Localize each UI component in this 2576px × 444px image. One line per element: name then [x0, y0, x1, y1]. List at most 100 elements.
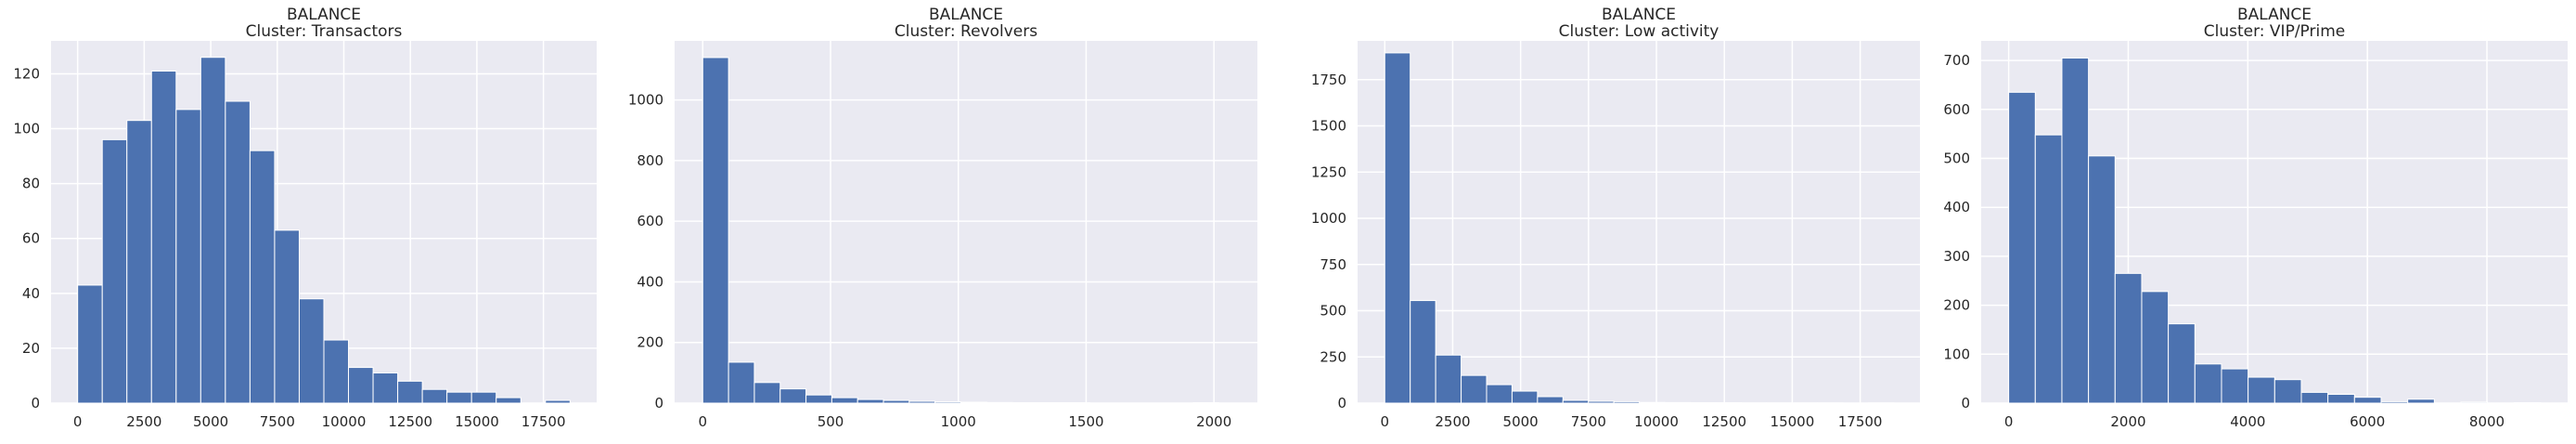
x-tick-label: 7500	[1571, 413, 1606, 430]
histogram-bar	[1512, 391, 1537, 403]
x-tick-label: 0	[1381, 413, 1390, 430]
histogram-bar	[250, 150, 275, 403]
histogram-bar	[546, 400, 571, 403]
histogram-bar	[909, 401, 935, 403]
histogram-bar	[200, 58, 225, 403]
x-tick-label: 500	[818, 413, 844, 430]
x-tick-label: 0	[73, 413, 83, 430]
y-tick-label: 0	[1961, 395, 1970, 411]
y-tick-label: 40	[22, 285, 40, 302]
histogram-bar	[2274, 380, 2301, 403]
histogram-bar	[275, 230, 300, 403]
x-tick-label: 2500	[1435, 413, 1470, 430]
histogram-bar	[1614, 401, 1639, 403]
y-tick-label: 400	[1943, 199, 1970, 215]
x-tick-label: 10000	[1634, 413, 1679, 430]
x-tick-label: 2000	[2110, 413, 2145, 430]
plot-area-2	[675, 41, 1257, 403]
histogram-bar	[2222, 369, 2248, 403]
histogram-bar	[2328, 395, 2355, 403]
histogram-bar	[883, 400, 909, 403]
histogram-bar	[349, 368, 374, 403]
histogram-bar	[2301, 392, 2328, 403]
histogram-bar	[422, 389, 447, 403]
y-tick-label: 100	[13, 121, 40, 137]
y-tick-label: 800	[637, 152, 663, 169]
y-tick-label: 700	[1943, 52, 1970, 69]
x-tick-label: 17500	[1838, 413, 1883, 430]
histogram-bar	[2009, 92, 2036, 403]
histogram-bar	[1665, 402, 1690, 403]
histogram-bar	[2142, 292, 2169, 403]
x-tick-label: 7500	[260, 413, 295, 430]
y-tick-label: 200	[1943, 297, 1970, 314]
histogram-bar	[780, 389, 806, 403]
x-tick-label: 0	[699, 413, 708, 430]
x-tick-label: 2500	[126, 413, 161, 430]
chart-subtitle: Cluster: Revolvers	[895, 22, 1037, 41]
y-tick-label: 0	[1337, 395, 1346, 411]
histogram-bar	[1462, 375, 1487, 403]
histogram-bar	[78, 285, 103, 403]
histogram-bar	[1436, 355, 1461, 403]
histogram-bar	[1487, 385, 1512, 403]
y-tick-label: 600	[1943, 101, 1970, 118]
histogram-bar	[102, 139, 127, 403]
x-tick-label: 15000	[1771, 413, 1815, 430]
x-tick-label: 4000	[2230, 413, 2265, 430]
y-tick-label: 20	[22, 340, 40, 357]
histogram-bar	[2248, 377, 2275, 403]
histogram-bar	[1385, 53, 1410, 403]
histogram-bar	[2089, 156, 2116, 403]
x-tick-label: 12500	[1702, 413, 1746, 430]
histogram-bar	[471, 392, 496, 403]
histogram-bar	[2514, 402, 2541, 403]
y-tick-label: 250	[1320, 348, 1346, 365]
histogram-bar	[225, 101, 251, 403]
histogram-bar	[373, 373, 398, 404]
y-tick-label: 0	[31, 395, 40, 411]
y-tick-label: 1500	[1311, 118, 1346, 135]
histogram-bar	[728, 362, 754, 403]
chart-title: BALANCE	[2237, 6, 2312, 24]
x-tick-label: 10000	[322, 413, 367, 430]
chart-title: BALANCE	[287, 6, 361, 24]
x-tick-label: 6000	[2350, 413, 2385, 430]
plot-area-3	[1358, 41, 1920, 403]
y-tick-label: 400	[637, 273, 663, 290]
histogram-bar	[2354, 398, 2381, 403]
chart-subtitle: Cluster: Transactors	[246, 22, 403, 41]
x-tick-label: 8000	[2469, 413, 2505, 430]
histogram-bar	[127, 121, 152, 403]
y-tick-label: 500	[1320, 303, 1346, 320]
histogram-bar	[2169, 324, 2196, 403]
histogram-bar	[447, 392, 472, 403]
chart-subtitle: Cluster: Low activity	[1559, 22, 1719, 41]
histogram-bar	[2381, 401, 2408, 403]
histogram-bar	[324, 340, 349, 403]
histogram-bar	[2062, 58, 2089, 403]
y-tick-label: 80	[22, 176, 40, 192]
histogram-bar	[176, 110, 201, 403]
x-tick-label: 15000	[455, 413, 499, 430]
histogram-bar	[960, 402, 986, 403]
x-tick-label: 17500	[522, 413, 566, 430]
y-tick-label: 600	[637, 213, 663, 229]
y-tick-label: 200	[637, 334, 663, 351]
histogram-bar	[2115, 273, 2142, 403]
histogram-bar	[857, 399, 883, 403]
y-tick-label: 1000	[628, 92, 663, 109]
y-tick-label: 60	[22, 230, 40, 247]
x-tick-label: 1000	[941, 413, 976, 430]
chart-title: BALANCE	[929, 6, 1003, 24]
histogram-bar	[151, 72, 176, 404]
histogram-bar	[986, 402, 1012, 403]
x-tick-label: 5000	[193, 413, 228, 430]
histogram-bar	[1640, 402, 1665, 403]
x-tick-label: 0	[2004, 413, 2014, 430]
histogram-bar	[2408, 399, 2435, 403]
histogram-bar	[831, 398, 857, 403]
chart-title: BALANCE	[1602, 6, 1676, 24]
